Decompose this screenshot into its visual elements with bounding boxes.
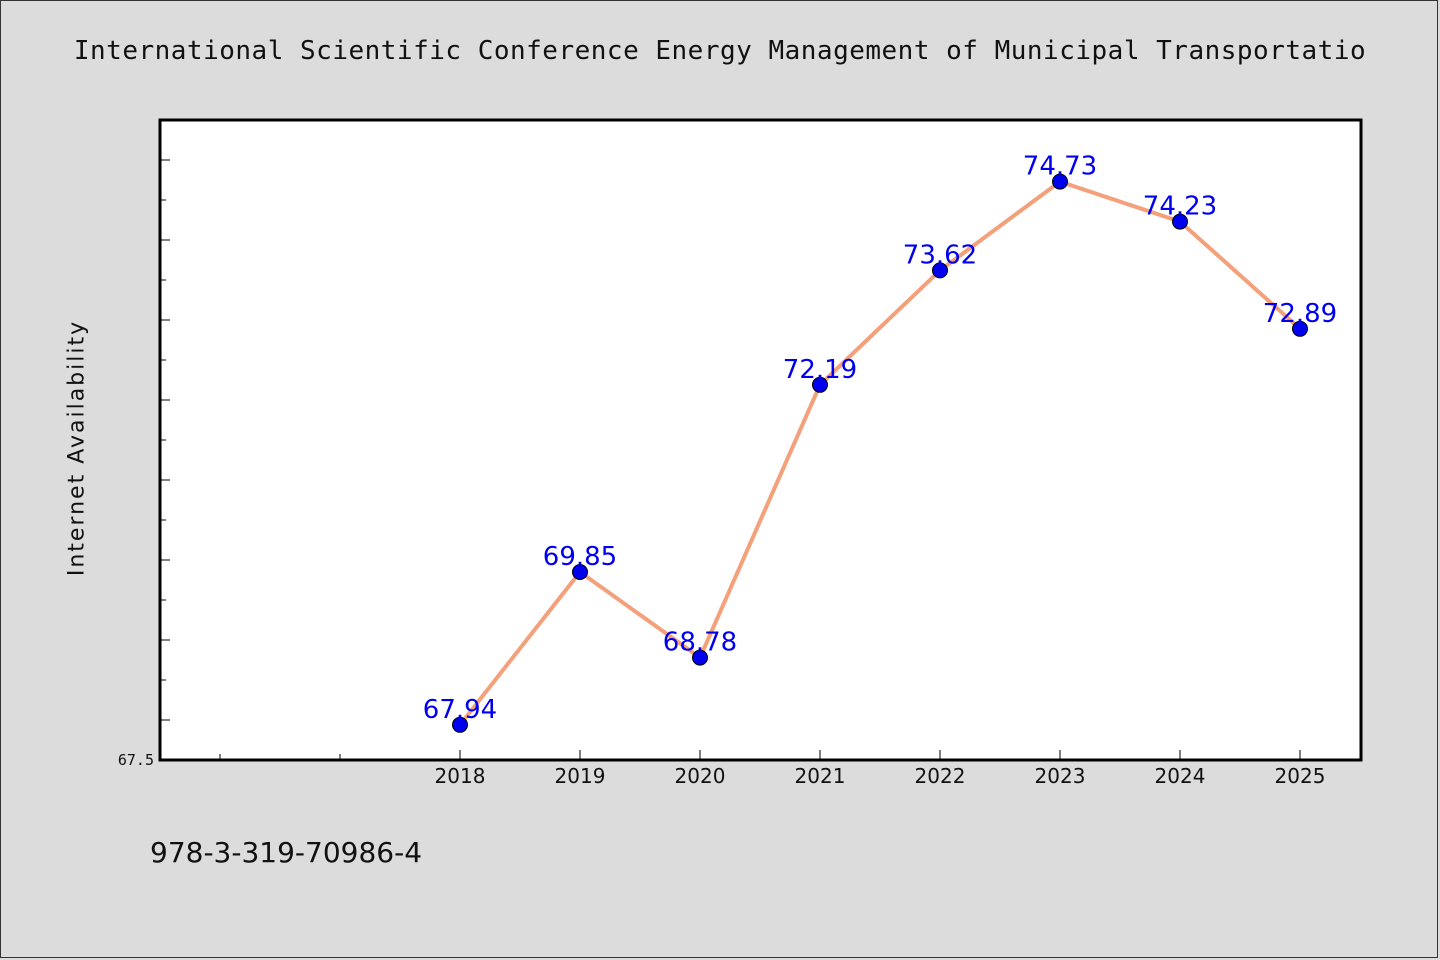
data-labels: 67.94 69.85 68.78 72.19 73.62 74.73 74.23 72.89 [423,152,1337,725]
x-tick-label: 2021 [795,764,846,788]
data-label: 72.89 [1263,299,1337,329]
plot-area [158,118,1363,762]
chart-title: International Scientific Conference Ener… [73,36,1367,66]
data-point [692,649,708,666]
data-point [812,376,828,393]
data-point [1052,173,1068,190]
x-tick-label: 2024 [1155,764,1206,788]
data-markers [452,173,1308,733]
x-tick-label: 2018 [435,764,486,788]
data-point [1172,213,1188,230]
data-point [572,564,588,580]
data-label: 69.85 [543,542,617,572]
series-line [458,179,1302,727]
data-label: 74.23 [1143,192,1217,222]
x-tick-label: 2020 [675,764,726,788]
x-axis-ticks: 2018 2019 2020 2021 2022 2023 2024 2025 [219,750,1326,788]
footer-identifier: 978-3-319-70986-4 [150,836,423,869]
data-label: 67.94 [423,695,497,725]
x-tick-label: 2023 [1035,764,1086,788]
y-tick-label: 67.5 [118,751,154,769]
data-label: 73.62 [903,240,977,270]
x-tick-label: 2019 [555,764,606,788]
data-point [932,262,948,279]
data-label: 68.78 [663,628,737,658]
series-line-group [458,179,1302,727]
data-point [452,716,468,733]
data-label: 72.19 [783,355,857,385]
x-tick-label: 2022 [915,764,966,788]
y-axis-ticks: 67.5 [118,119,170,769]
x-tick-label: 2025 [1275,764,1326,788]
data-label: 74.73 [1023,152,1097,182]
data-point [1292,320,1308,337]
